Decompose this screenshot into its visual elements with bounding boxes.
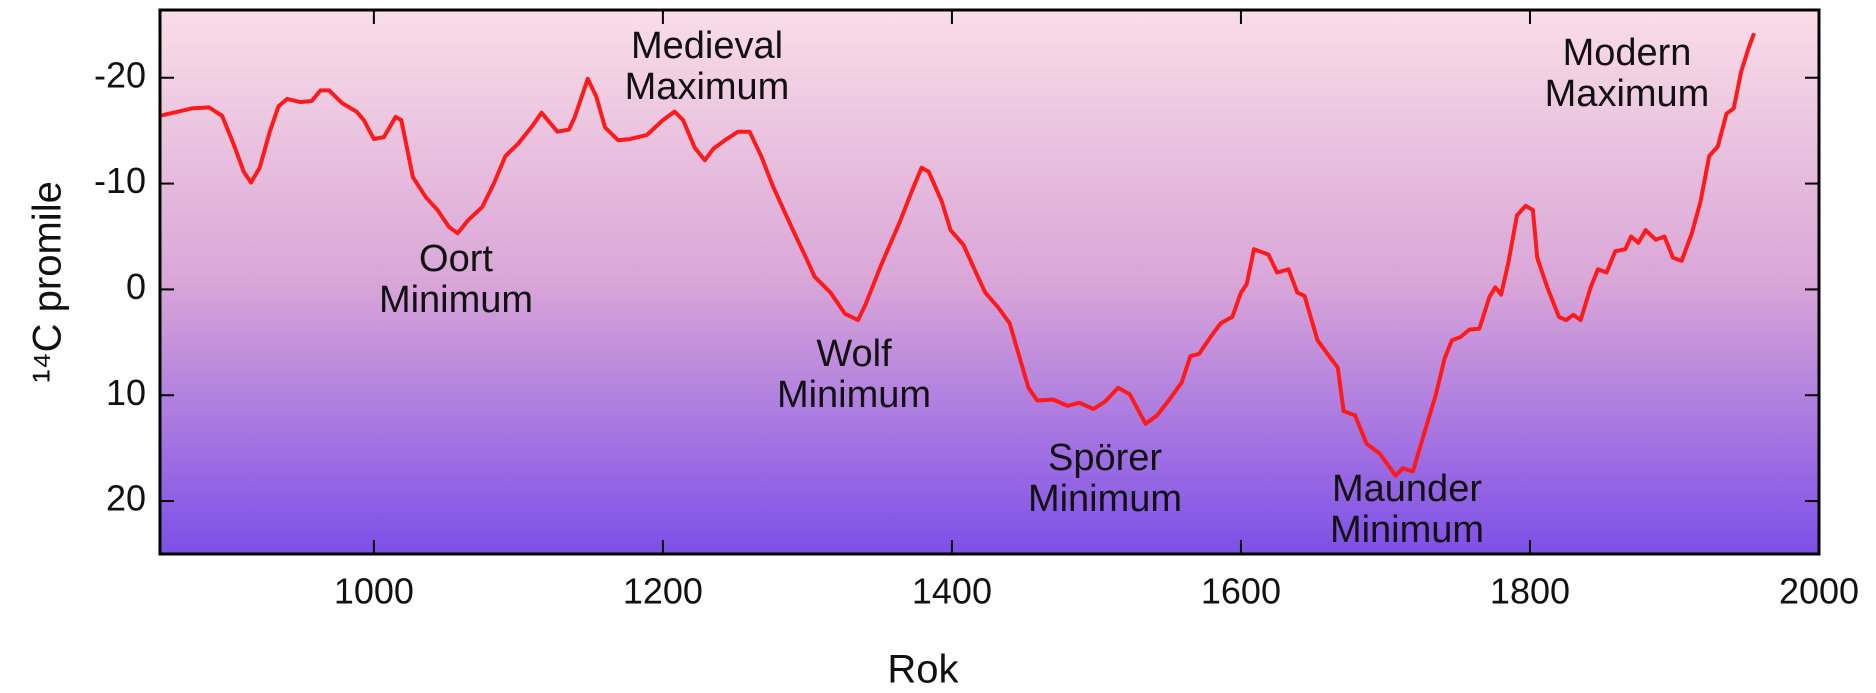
annotation: Spörer (1048, 437, 1162, 479)
plot-background (160, 10, 1819, 554)
annotation: Wolf (816, 333, 892, 375)
plot-frame (158, 8, 1821, 556)
y-axis-label: ¹⁴C promile (26, 181, 70, 383)
x-tick-label: 1600 (1201, 571, 1281, 612)
annotation: Maximum (625, 66, 790, 108)
x-tick-label: 1400 (912, 571, 992, 612)
x-tick-label: 1000 (334, 571, 414, 612)
annotation: Minimum (1330, 509, 1484, 551)
annotation: Maximum (1545, 73, 1710, 115)
data-line (159, 32, 1756, 478)
annotation: Oort (419, 238, 493, 280)
x-axis-label: Rok (887, 648, 959, 692)
x-tick-label: 1800 (1490, 571, 1570, 612)
x-tick-label: 1200 (623, 571, 703, 612)
y-tick-label: 0 (126, 266, 146, 307)
y-tick-label: 20 (106, 478, 146, 519)
annotation: Medieval (631, 25, 783, 67)
annotation: Minimum (777, 374, 931, 416)
annotation: Maunder (1332, 468, 1482, 510)
x-tick-label: 2000 (1779, 571, 1859, 612)
annotation: Modern (1563, 32, 1692, 74)
y-tick-label: 10 (106, 372, 146, 413)
y-tick-label: -10 (94, 160, 146, 201)
annotation: Minimum (1028, 478, 1182, 520)
y-tick-label: -20 (94, 54, 146, 95)
annotation: Minimum (379, 279, 533, 321)
